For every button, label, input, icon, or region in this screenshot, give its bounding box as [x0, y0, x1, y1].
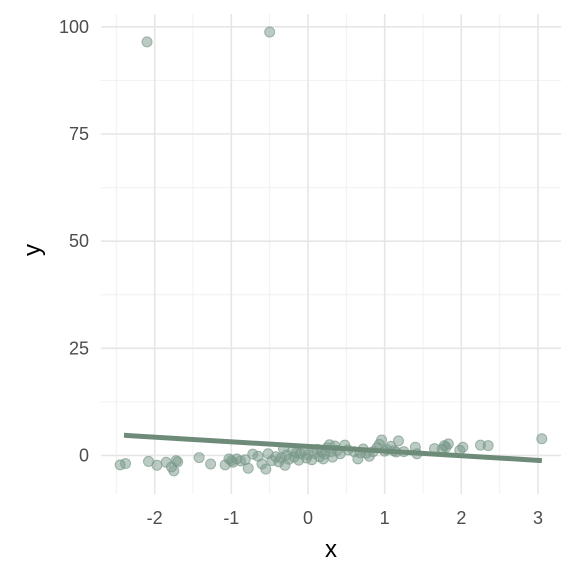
y-tick-label: 100 [59, 17, 89, 37]
data-point [151, 459, 163, 471]
x-tick-label: -2 [147, 508, 163, 528]
x-tick-label: 1 [380, 508, 390, 528]
y-tick-label: 50 [69, 231, 89, 251]
data-point [193, 452, 205, 464]
data-point [242, 462, 254, 474]
data-point [260, 463, 272, 475]
data-point [172, 456, 184, 468]
x-tick-label: -1 [223, 508, 239, 528]
y-tick-label: 25 [69, 338, 89, 358]
data-point [392, 435, 404, 447]
data-point [442, 438, 454, 450]
data-point [120, 458, 132, 470]
y-tick-label: 75 [69, 124, 89, 144]
data-point [141, 36, 153, 48]
x-tick-label: 3 [533, 508, 543, 528]
data-points [114, 26, 548, 477]
data-point [264, 26, 276, 38]
data-point [205, 458, 217, 470]
x-axis-title: x [325, 536, 337, 563]
data-point [457, 441, 469, 453]
data-point [536, 433, 548, 445]
y-tick-labels: 0 25 50 75 100 [59, 17, 89, 466]
minor-gridlines [101, 14, 561, 494]
data-point [168, 465, 180, 477]
y-axis-title: y [19, 244, 46, 256]
x-tick-label: 0 [303, 508, 313, 528]
regression-line-group [123, 432, 542, 464]
regression-line [123, 432, 542, 464]
x-tick-label: 2 [456, 508, 466, 528]
major-gridlines [101, 14, 561, 494]
data-point [376, 434, 388, 446]
y-tick-label: 0 [79, 445, 89, 465]
x-tick-labels: -2 -1 0 1 2 3 [147, 508, 543, 528]
data-point [482, 440, 494, 452]
